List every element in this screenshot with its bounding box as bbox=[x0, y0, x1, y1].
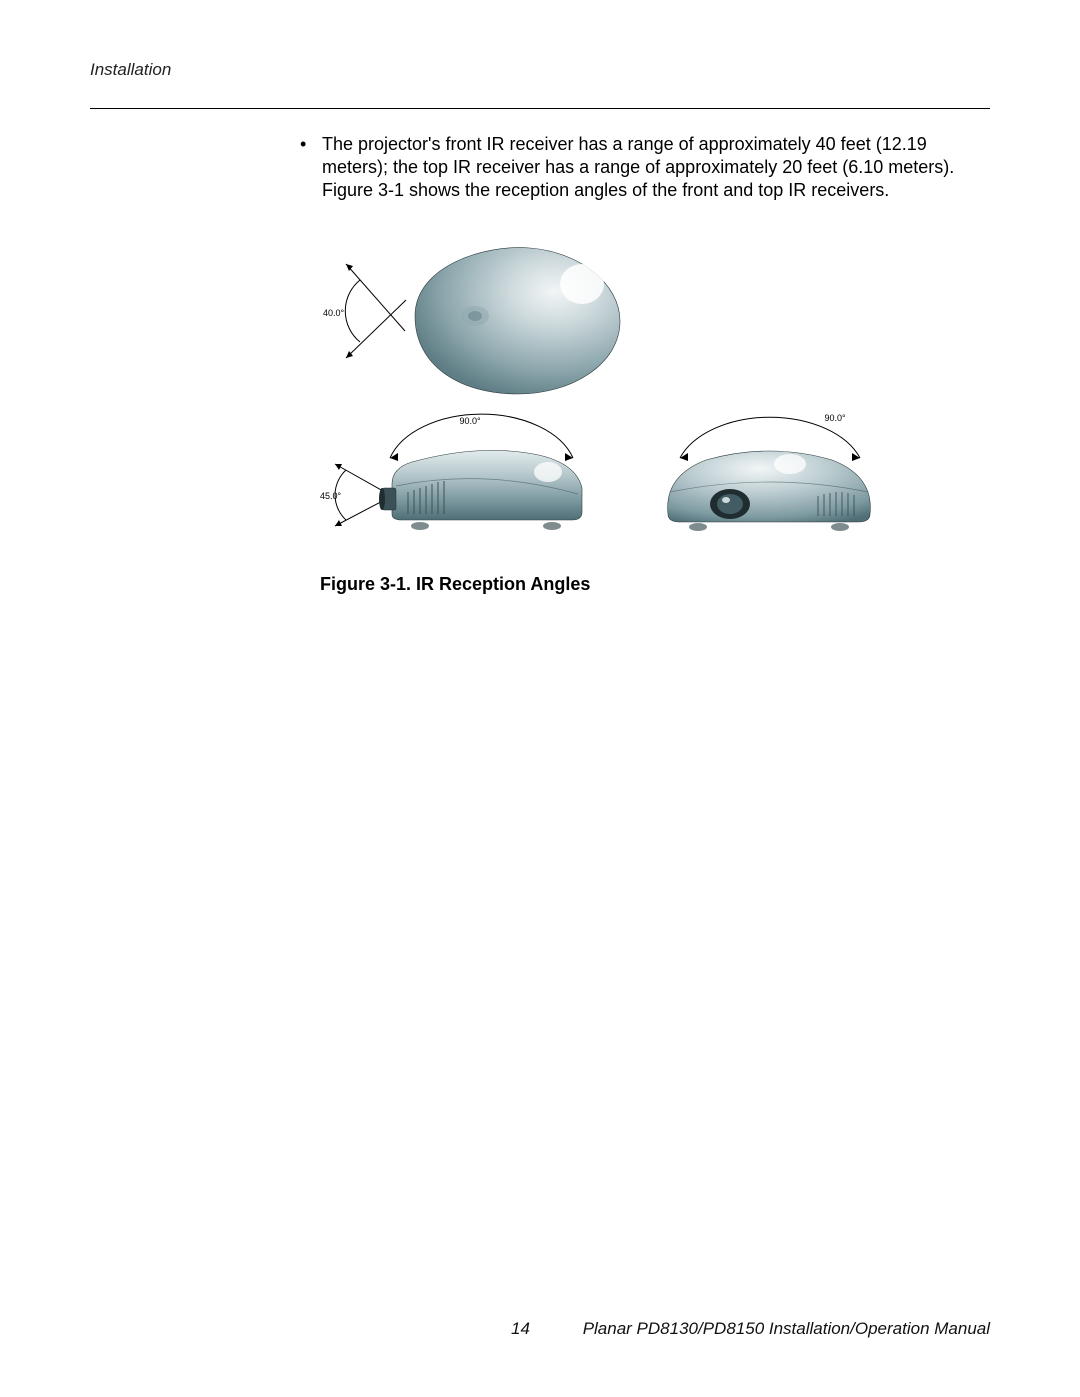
footer-doc-title: Planar PD8130/PD8150 Installation/Operat… bbox=[583, 1319, 990, 1338]
angle-label-top: 40.0° bbox=[323, 308, 345, 318]
angle-label-front-top: 90.0° bbox=[824, 413, 846, 423]
angle-label-side-top: 90.0° bbox=[459, 416, 481, 426]
bullet-marker: • bbox=[300, 133, 314, 202]
page-footer: 14 Planar PD8130/PD8150 Installation/Ope… bbox=[0, 1319, 1080, 1339]
figure-diagram: 40.0° 90.0° bbox=[320, 236, 880, 546]
section-header: Installation bbox=[90, 60, 990, 80]
angle-label-side-front: 45.0° bbox=[320, 491, 342, 501]
page-number: 14 bbox=[511, 1319, 530, 1338]
header-rule bbox=[90, 108, 990, 109]
projector-top-view: 40.0° bbox=[323, 248, 620, 394]
projector-side-view: 90.0° 45.0° bbox=[320, 414, 582, 530]
projector-front-view: 90.0° <204 /> bbox=[668, 413, 871, 531]
body-text-block: • The projector's front IR receiver has … bbox=[300, 133, 990, 202]
figure-caption: Figure 3-1. IR Reception Angles bbox=[320, 574, 990, 595]
bullet-text: The projector's front IR receiver has a … bbox=[322, 133, 990, 202]
